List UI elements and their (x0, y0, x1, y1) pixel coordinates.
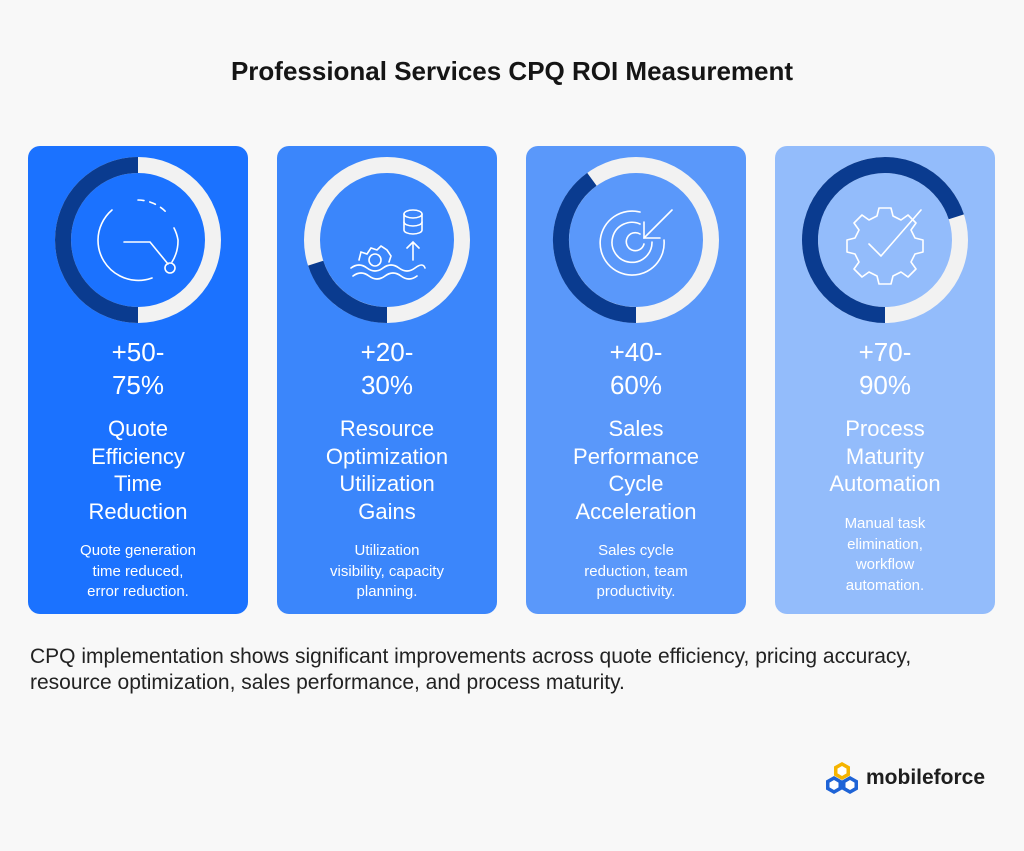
metric-description: Quote generation time reduced, error red… (80, 542, 196, 600)
progress-ring (553, 157, 719, 323)
brand-name: mobileforce (866, 766, 986, 789)
metric-value: +70- 90% (858, 337, 912, 400)
metric-value: +20- 30% (360, 337, 414, 400)
page-title: Professional Services CPQ ROI Measuremen… (230, 56, 794, 86)
ring-progress (308, 260, 388, 323)
metric-description: Manual task elimination, workflow automa… (844, 515, 926, 594)
progress-ring (55, 157, 221, 323)
ring-progress (553, 172, 637, 323)
summary-text: CPQ implementation shows significant imp… (30, 645, 912, 694)
ring-progress (802, 157, 964, 323)
roi-card-process-maturity: +70- 90% Process Maturity Automation Man… (775, 146, 995, 614)
metric-label: Process Maturity Automation (829, 416, 941, 496)
roi-card-quote-efficiency: +50- 75% Quote Efficiency Time Reduction… (28, 146, 248, 614)
metric-value: +50- 75% (111, 337, 165, 400)
metric-description: Utilization visibility, capacity plannin… (330, 542, 444, 600)
metric-value: +40- 60% (609, 337, 663, 400)
metric-label: Resource Optimization Utilization Gains (325, 416, 449, 524)
clock-icon (97, 199, 179, 282)
metric-description: Sales cycle reduction, team productivity… (584, 542, 688, 600)
ring-progress (55, 157, 139, 323)
gear-check-icon (846, 207, 924, 285)
mobileforce-logo-icon (826, 762, 858, 794)
roi-card-sales-performance: +40- 60% Sales Performance Cycle Acceler… (526, 146, 746, 614)
resource-gear-database-icon (350, 209, 426, 280)
brand-logo[interactable]: mobileforce (824, 760, 985, 796)
metric-label: Sales Performance Cycle Acceleration (573, 416, 699, 524)
progress-ring (802, 157, 968, 323)
progress-ring (304, 157, 470, 323)
target-arrow-icon (599, 209, 673, 276)
metric-label: Quote Efficiency Time Reduction (88, 416, 188, 524)
roi-card-resource-optimization: +20- 30% Resource Optimization Utilizati… (277, 146, 497, 614)
